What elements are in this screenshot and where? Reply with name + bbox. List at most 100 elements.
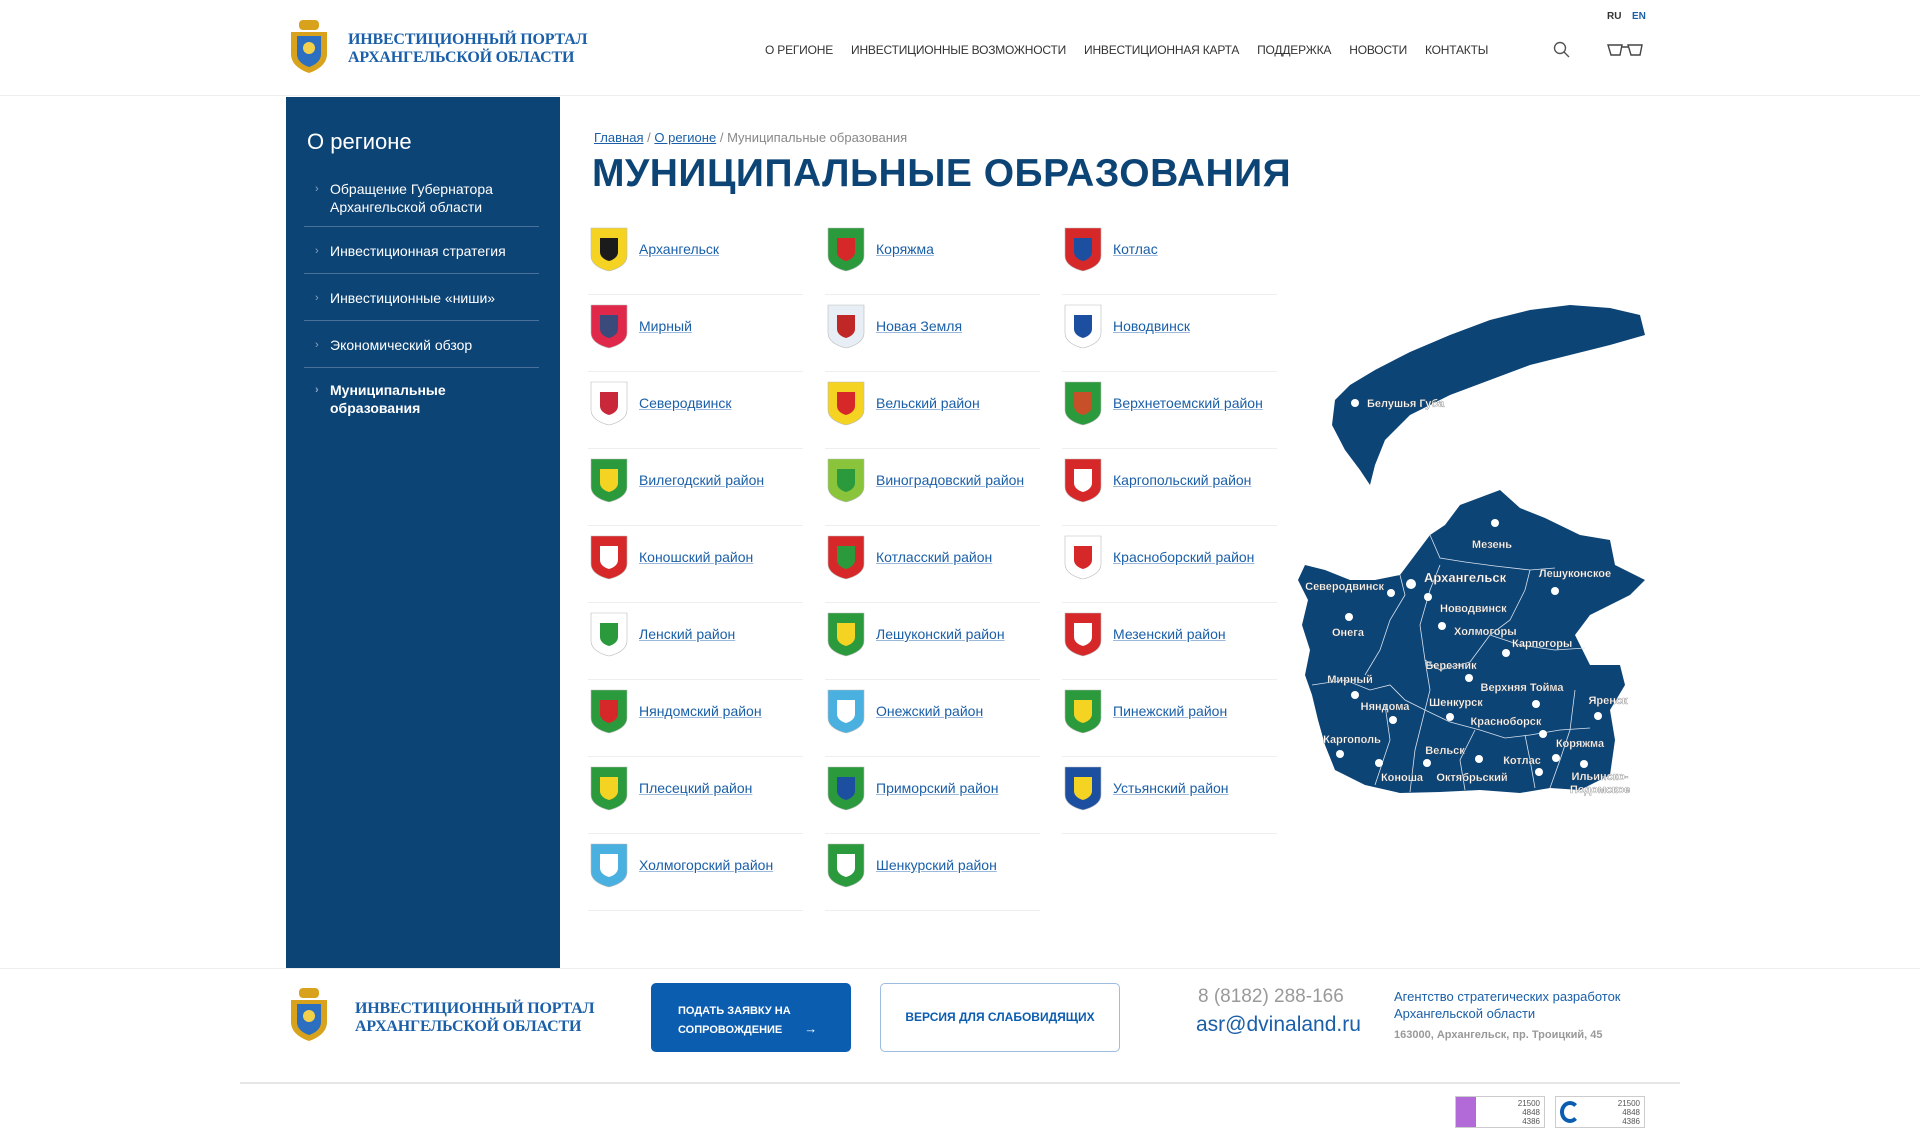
municipality-link[interactable]: Вельский район [876,395,980,411]
map-city-dot[interactable] [1594,712,1602,720]
municipality-link[interactable]: Новая Земля [876,318,963,334]
municipality-item[interactable]: Котласский район [825,526,1040,603]
map-city-label[interactable]: Котлас [1503,755,1541,767]
municipality-item[interactable]: Мирный [588,295,803,372]
municipality-item[interactable]: Приморский район [825,757,1040,834]
municipality-item[interactable]: Виноградовский район [825,449,1040,526]
footer-site-title[interactable]: ИНВЕСТИЦИОННЫЙ ПОРТАЛ АРХАНГЕЛЬСКОЙ ОБЛА… [355,1000,595,1036]
map-city-label[interactable]: Мирный [1327,674,1373,686]
municipality-item[interactable]: Вилегодский район [588,449,803,526]
municipality-item[interactable]: Онежский район [825,680,1040,757]
lang-ru[interactable]: RU [1607,11,1622,22]
map-city-label[interactable]: Онега [1332,627,1365,639]
municipality-link[interactable]: Котласский район [876,549,993,565]
municipality-item[interactable]: Шенкурский район [825,834,1040,911]
breadcrumb-about-region[interactable]: О регионе [654,130,717,145]
municipality-item[interactable]: Северодвинск [588,372,803,449]
glasses-icon[interactable] [1606,42,1644,58]
municipality-link[interactable]: Виноградовский район [876,472,1025,488]
map-city-label[interactable]: Мезень [1472,539,1513,551]
map-city-dot[interactable] [1345,613,1353,621]
municipality-item[interactable]: Вельский район [825,372,1040,449]
municipality-item[interactable]: Няндомский район [588,680,803,757]
municipality-link[interactable]: Коряжма [876,241,934,257]
map-city-label[interactable]: Шенкурск [1429,697,1483,709]
municipality-item[interactable]: Коношский район [588,526,803,603]
nav-about-region[interactable]: О РЕГИОНЕ [765,43,834,57]
municipality-item[interactable]: Мезенский район [1062,603,1277,680]
municipality-item[interactable]: Красноборский район [1062,526,1277,603]
municipality-link[interactable]: Няндомский район [639,703,762,719]
footer-coat-of-arms-logo[interactable] [285,988,333,1042]
municipality-link[interactable]: Верхнетоемский район [1113,395,1263,411]
map-city-dot[interactable] [1438,622,1446,630]
municipality-link[interactable]: Котлас [1113,241,1158,257]
municipality-item[interactable]: Архангельск [588,218,803,295]
map-city-dot[interactable] [1532,700,1540,708]
map-city-dot[interactable] [1502,649,1510,657]
map-city-dot[interactable] [1351,399,1359,407]
apply-for-support-button[interactable]: ПОДАТЬ ЗАЯВКУ НА СОПРОВОЖДЕНИЕ → [651,983,851,1052]
municipality-item[interactable]: Коряжма [825,218,1040,295]
municipality-link[interactable]: Красноборский район [1113,549,1255,565]
municipality-item[interactable]: Плесецкий район [588,757,803,834]
map-city-label[interactable]: Коряжма [1556,738,1606,750]
map-city-dot[interactable] [1423,759,1431,767]
map-city-dot[interactable] [1336,750,1344,758]
map-city-label[interactable]: Карпогоры [1512,638,1573,650]
nav-investment-opportunities[interactable]: ИНВЕСТИЦИОННЫЕ ВОЗМОЖНОСТИ [851,43,1067,57]
nav-contacts[interactable]: КОНТАКТЫ [1425,43,1489,57]
map-city-label[interactable]: Красноборск [1470,716,1542,728]
lang-en[interactable]: EN [1632,11,1646,22]
sidebar-item-economic-review[interactable]: › Экономический обзор [304,322,539,368]
map-city-dot[interactable] [1446,713,1454,721]
nav-investment-map[interactable]: ИНВЕСТИЦИОННАЯ КАРТА [1084,43,1240,57]
municipality-link[interactable]: Лешуконский район [876,626,1005,642]
municipality-link[interactable]: Устьянский район [1113,780,1229,796]
municipality-link[interactable]: Вилегодский район [639,472,765,488]
coat-of-arms-logo[interactable] [285,20,333,74]
map-city-label[interactable]: Северодвинск [1305,581,1385,593]
sidebar-item-investment-niches[interactable]: › Инвестиционные «ниши» [304,275,539,321]
map-city-label[interactable]: Холмогоры [1454,626,1517,638]
municipality-item[interactable]: Верхнетоемский район [1062,372,1277,449]
municipality-item[interactable]: Ленский район [588,603,803,680]
municipality-link[interactable]: Северодвинск [639,395,732,411]
sidebar-item-governor-address[interactable]: › Обращение Губернатора Архангельской обл… [304,180,539,227]
map-city-label[interactable]: Октябрьский [1436,772,1508,784]
map-city-dot[interactable] [1551,587,1559,595]
municipality-link[interactable]: Онежский район [876,703,984,719]
municipality-link[interactable]: Мезенский район [1113,626,1226,642]
region-map[interactable]: Белушья Губа Мезень Архангельск Лешуконское… [1290,290,1660,850]
sidebar-item-municipalities[interactable]: › Муниципальные образования [304,381,504,431]
map-city-dot[interactable] [1389,716,1397,724]
map-city-dot[interactable] [1351,691,1359,699]
municipality-link[interactable]: Новодвинск [1113,318,1190,334]
map-city-label[interactable]: Яренск [1588,695,1628,707]
municipality-link[interactable]: Шенкурский район [876,857,997,873]
sidebar-item-investment-strategy[interactable]: › Инвестиционная стратегия [304,228,539,274]
municipality-link[interactable]: Мирный [639,318,692,334]
map-city-dot[interactable] [1475,755,1483,763]
map-city-label[interactable]: Вельск [1425,745,1465,757]
municipality-item[interactable]: Холмогорский район [588,834,803,911]
metrika-counter[interactable]: 21500 4848 4386 [1455,1096,1545,1128]
map-city-dot[interactable] [1491,519,1499,527]
map-city-dot[interactable] [1580,760,1588,768]
map-city-dot[interactable] [1539,730,1547,738]
municipality-link[interactable]: Ленский район [639,626,736,642]
map-city-dot[interactable] [1424,593,1432,601]
liveinternet-counter[interactable]: 21500 4848 4386 [1555,1096,1645,1128]
municipality-item[interactable]: Лешуконский район [825,603,1040,680]
municipality-item[interactable]: Котлас [1062,218,1277,295]
map-city-dot[interactable] [1406,579,1416,589]
map-city-label[interactable]: Архангельск [1424,570,1507,585]
footer-phone[interactable]: 8 (8182) 288-166 [1198,986,1344,1007]
municipality-item[interactable]: Новая Земля [825,295,1040,372]
map-city-label[interactable]: Березник [1425,660,1477,672]
site-title[interactable]: ИНВЕСТИЦИОННЫЙ ПОРТАЛ АРХАНГЕЛЬСКОЙ ОБЛА… [348,31,588,67]
map-city-label[interactable]: Верхняя Тойма [1480,682,1565,694]
nav-news[interactable]: НОВОСТИ [1349,43,1407,57]
map-city-label[interactable]: Няндома [1361,701,1411,713]
municipality-link[interactable]: Плесецкий район [639,780,753,796]
